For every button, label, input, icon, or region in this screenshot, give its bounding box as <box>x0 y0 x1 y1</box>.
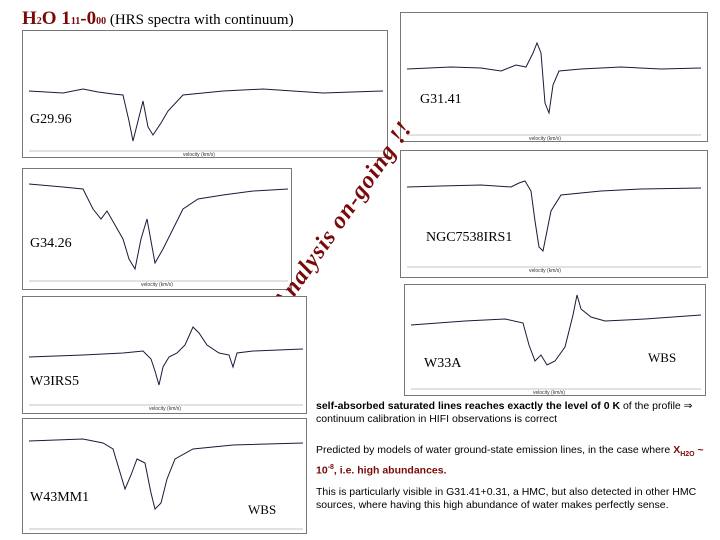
spectrum-w43mm1 <box>22 418 307 534</box>
axis-label: velocity (km/s) <box>141 282 173 288</box>
note-self-absorbed: self-absorbed saturated lines reaches ex… <box>316 400 693 425</box>
label-g3426: G34.26 <box>30 236 72 251</box>
spectrum-w3irs5: velocity (km/s) <box>22 296 307 414</box>
spectrum-g2996: velocity (km/s) <box>22 30 388 158</box>
label-w3irs5: W3IRS5 <box>30 374 79 389</box>
spectrum-g3426: velocity (km/s) <box>22 168 292 290</box>
spectrum-ngc7538irs1: velocity (km/s) <box>400 150 708 278</box>
spectrum-g2996-trace <box>28 88 384 152</box>
spectrum-w3irs5-trace <box>28 326 304 406</box>
spectrum-g3141: velocity (km/s) <box>400 12 708 142</box>
label-g2996: G29.96 <box>30 112 72 127</box>
label-g3141: G31.41 <box>420 92 462 107</box>
spectrum-w43mm1-trace <box>28 438 304 530</box>
label-w43mm1: W43MM1 <box>30 490 90 505</box>
label-w33a: W33A <box>424 356 462 371</box>
axis-label: velocity (km/s) <box>149 406 181 412</box>
note-predicted: Predicted by models of water ground-stat… <box>316 444 704 477</box>
note-g3141-hmc: This is particularly visible in G31.41+0… <box>316 486 697 511</box>
label-ngc7538irs1: NGC7538IRS1 <box>426 230 513 245</box>
axis-label: velocity (km/s) <box>533 390 565 396</box>
spectrum-ngc7538irs1-trace <box>406 180 702 268</box>
spectrum-g3141-trace <box>406 41 702 136</box>
label-wbs-left: WBS <box>248 502 277 517</box>
axis-label: velocity (km/s) <box>183 152 215 158</box>
label-wbs-right: WBS <box>648 350 677 365</box>
spectrum-w33a: velocity (km/s) <box>404 284 706 396</box>
spectrum-w33a-trace <box>410 294 702 390</box>
spectrum-g3426-trace <box>28 183 289 282</box>
page-title: H2O 111-000 (HRS spectra with continuum) <box>22 8 294 29</box>
axis-label: velocity (km/s) <box>529 136 561 142</box>
axis-label: velocity (km/s) <box>529 268 561 274</box>
